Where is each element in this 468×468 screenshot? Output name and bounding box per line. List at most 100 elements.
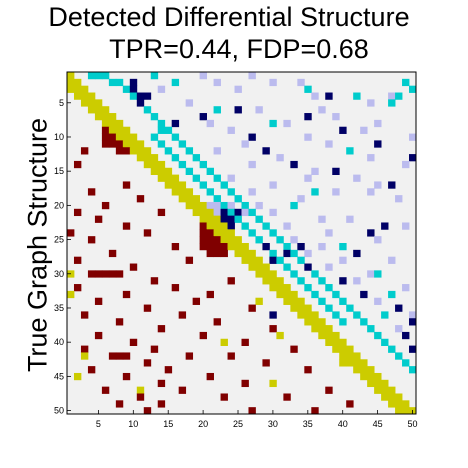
heatmap-cell xyxy=(367,188,375,196)
heatmap-cell xyxy=(297,297,305,305)
heatmap-cell xyxy=(199,222,207,230)
heatmap-cell xyxy=(178,386,187,394)
heatmap-cell xyxy=(67,78,75,87)
heatmap-cell xyxy=(367,372,375,381)
heatmap-cell xyxy=(73,256,82,264)
heatmap-cell xyxy=(171,188,180,196)
heatmap-cell xyxy=(283,119,291,128)
heatmap-cell xyxy=(115,126,124,134)
heatmap-cell xyxy=(297,78,305,87)
heatmap-cell xyxy=(192,297,201,305)
heatmap-cell xyxy=(115,270,124,278)
heatmap-cell xyxy=(101,386,110,394)
heatmap-cell xyxy=(304,249,312,258)
heatmap-cell xyxy=(143,92,152,100)
heatmap-cell xyxy=(409,366,417,374)
heatmap-cell xyxy=(262,270,270,278)
heatmap-cell xyxy=(192,201,201,210)
heatmap-cell xyxy=(311,270,319,278)
heatmap-cell xyxy=(269,181,277,189)
heatmap-cell xyxy=(157,126,166,134)
heatmap-cell xyxy=(360,290,368,299)
heatmap-cell xyxy=(262,243,270,251)
heatmap-cell xyxy=(115,318,124,326)
heatmap-cell xyxy=(409,85,417,93)
heatmap-cell xyxy=(381,393,389,401)
x-axis-ticks: 5 10 15 20 25 30 35 40 45 50 xyxy=(96,410,418,429)
heatmap-cell xyxy=(206,119,214,128)
heatmap-cell xyxy=(164,167,173,175)
heatmap-cell xyxy=(206,229,214,237)
heatmap-cell xyxy=(297,195,305,203)
x-tick-label: 30 xyxy=(268,419,278,429)
heatmap-cell xyxy=(220,236,228,244)
heatmap-cell xyxy=(304,284,312,292)
heatmap-cell xyxy=(304,318,312,326)
heatmap-cell xyxy=(388,393,396,401)
heatmap-cell xyxy=(67,229,75,237)
heatmap-cell xyxy=(346,147,354,155)
heatmap-cell xyxy=(374,270,382,278)
heatmap-cell xyxy=(157,160,166,169)
heatmap-cell xyxy=(402,331,410,340)
heatmap-cell xyxy=(129,147,138,155)
heatmap-cell xyxy=(255,256,263,264)
heatmap-cell xyxy=(73,85,82,93)
heatmap-cell xyxy=(388,92,396,100)
heatmap-cell xyxy=(220,229,228,237)
heatmap-cell xyxy=(360,372,368,381)
heatmap-cell xyxy=(122,133,131,141)
heatmap-cell xyxy=(318,106,326,114)
heatmap-cell xyxy=(353,92,361,100)
heatmap-cell xyxy=(171,181,180,189)
heatmap-cell xyxy=(353,352,361,360)
heatmap-cell xyxy=(374,297,382,305)
heatmap-cell xyxy=(206,215,214,223)
heatmap-cell xyxy=(213,229,221,237)
heatmap-cell xyxy=(339,318,347,326)
x-tick-label: 40 xyxy=(338,419,348,429)
heatmap-cell xyxy=(346,304,354,312)
heatmap-cell xyxy=(171,154,180,162)
heatmap-cell xyxy=(185,195,194,203)
heatmap-cell xyxy=(73,160,82,169)
heatmap-cell xyxy=(227,243,235,251)
heatmap-cell xyxy=(255,236,263,244)
heatmap-cell xyxy=(108,133,117,141)
heatmap-cell xyxy=(157,208,166,217)
heatmap-cell xyxy=(164,174,173,182)
heatmap-cell xyxy=(332,338,340,346)
heatmap-cell xyxy=(248,208,256,217)
heatmap-cell xyxy=(269,277,277,285)
heatmap-cell xyxy=(220,338,228,346)
heatmap-cell xyxy=(185,167,194,175)
heatmap-cell xyxy=(395,352,403,360)
heatmap-cell xyxy=(255,106,263,114)
x-tick-label: 15 xyxy=(163,419,173,429)
heatmap-cell xyxy=(374,379,382,388)
heatmap-cell xyxy=(318,243,326,251)
heatmap-cell xyxy=(87,99,96,107)
heatmap-cell xyxy=(353,359,361,367)
heatmap-cell xyxy=(269,229,277,237)
heatmap-cell xyxy=(311,167,319,175)
heatmap-cell xyxy=(346,400,354,408)
heatmap-cell xyxy=(304,366,312,374)
heatmap-cell xyxy=(339,297,347,305)
heatmap-cell xyxy=(94,297,103,305)
heatmap-cell xyxy=(213,215,221,223)
heatmap-cell xyxy=(346,215,354,223)
heatmap-cell xyxy=(108,249,117,258)
heatmap-cell xyxy=(199,208,207,217)
heatmap-cell xyxy=(290,249,298,258)
heatmap-cell xyxy=(304,113,312,121)
y-tick-label: 20 xyxy=(54,200,64,210)
heatmap-cell xyxy=(67,72,75,80)
heatmap-cell xyxy=(325,263,333,271)
heatmap-cell xyxy=(101,270,110,278)
heatmap-cell xyxy=(290,290,298,299)
heatmap-cell xyxy=(248,229,256,237)
heatmap-cell xyxy=(157,140,166,148)
heatmap-cell xyxy=(206,236,214,244)
heatmap-cell xyxy=(136,195,145,203)
